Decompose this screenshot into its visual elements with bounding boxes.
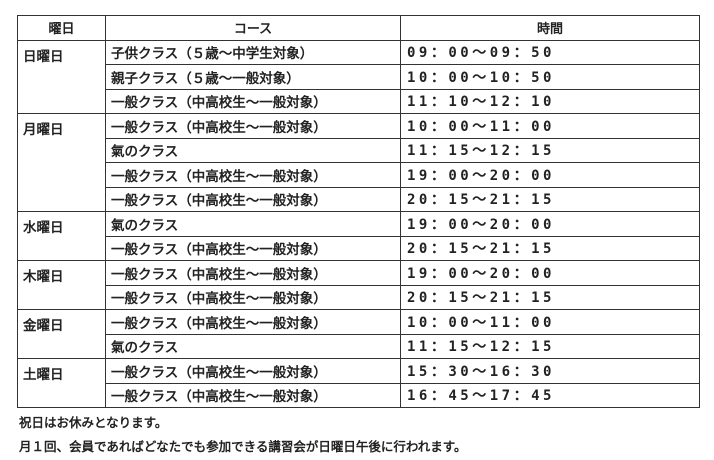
- course-cell: 子供クラス（５歳～中学生対象）: [105, 39, 401, 65]
- time-cell: 10：00～10：50: [400, 64, 700, 90]
- table-row: 金曜日 一般クラス（中高校生～一般対象） 10：00～11：00: [17, 309, 700, 359]
- course-cell: 一般クラス（中高校生～一般対象）: [105, 382, 401, 408]
- header-time: 時間: [400, 15, 700, 41]
- table-row: 一般クラス（中高校生～一般対象） 20：15～21：15: [18, 186, 700, 212]
- course-cell: 氣のクラス: [105, 137, 401, 163]
- table-row: 木曜日 一般クラス（中高校生～一般対象） 19：00～20：00: [17, 260, 700, 310]
- time-cell: 19：00～20：00: [400, 260, 700, 286]
- table-row: 一般クラス（中高校生～一般対象） 11：10～12：10: [18, 88, 700, 114]
- course-cell: 一般クラス（中高校生～一般対象）: [105, 162, 401, 188]
- day-cell: 土曜日: [17, 358, 106, 408]
- time-cell: 20：15～21：15: [400, 284, 700, 310]
- course-cell: 一般クラス（中高校生～一般対象）: [105, 88, 401, 114]
- table-row: 一般クラス（中高校生～一般対象） 16：45～17：45: [18, 382, 700, 408]
- time-cell: 19：00～20：00: [400, 162, 700, 188]
- schedule-table: 曜日 コース 時間 日曜日 子供クラス（５歳～中学生対象） 09：00～09：50 親…: [17, 15, 700, 408]
- table-row: 親子クラス（５歳～一般対象） 10：00～10：50: [18, 64, 700, 90]
- time-cell: 16：45～17：45: [400, 382, 700, 408]
- table-row: 水曜日 氣のクラス 19：00～20：00: [17, 211, 700, 261]
- course-cell: 氣のクラス: [105, 211, 401, 237]
- table-row: 一般クラス（中高校生～一般対象） 20：15～21：15: [18, 284, 700, 310]
- header-row: 曜日 コース 時間: [17, 15, 700, 41]
- course-cell: 氣のクラス: [105, 333, 401, 359]
- day-cell: 水曜日: [17, 211, 106, 261]
- table-row: 一般クラス（中高校生～一般対象） 20：15～21：15: [18, 235, 700, 261]
- day-cell: 日曜日: [17, 39, 106, 114]
- day-cell: 金曜日: [17, 309, 106, 359]
- header-course: コース: [105, 15, 401, 41]
- table-row: 日曜日 子供クラス（５歳～中学生対象） 09：00～09：50: [17, 39, 700, 114]
- time-cell: 11：10～12：10: [400, 88, 700, 114]
- course-cell: 一般クラス（中高校生～一般対象）: [105, 235, 401, 261]
- course-cell: 一般クラス（中高校生～一般対象）: [105, 284, 401, 310]
- time-cell: 20：15～21：15: [400, 186, 700, 212]
- table-row: 土曜日 一般クラス（中高校生～一般対象） 15：30～16：30: [17, 358, 700, 408]
- note-seminar: 月１回、会員であればどなたでも参加できる講習会が日曜日午後に行われます。: [19, 439, 467, 454]
- table-row: 一般クラス（中高校生～一般対象） 19：00～20：00: [18, 162, 700, 188]
- time-cell: 09：00～09：50: [400, 39, 700, 65]
- course-cell: 一般クラス（中高校生～一般対象）: [105, 358, 401, 384]
- course-cell: 一般クラス（中高校生～一般対象）: [105, 113, 401, 139]
- table-row: 月曜日 一般クラス（中高校生～一般対象） 10：00～11：00: [17, 113, 700, 212]
- time-cell: 15：30～16：30: [400, 358, 700, 384]
- table-row: 氣のクラス 11：15～12：15: [18, 333, 700, 359]
- course-cell: 一般クラス（中高校生～一般対象）: [105, 309, 401, 335]
- time-cell: 19：00～20：00: [400, 211, 700, 237]
- note-holidays: 祝日はお休みとなります。: [19, 415, 168, 430]
- course-cell: 一般クラス（中高校生～一般対象）: [105, 260, 401, 286]
- header-day: 曜日: [17, 15, 106, 41]
- time-cell: 11：15～12：15: [400, 137, 700, 163]
- time-cell: 10：00～11：00: [400, 309, 700, 335]
- day-cell: 木曜日: [17, 260, 106, 310]
- time-cell: 11：15～12：15: [400, 333, 700, 359]
- time-cell: 10：00～11：00: [400, 113, 700, 139]
- table-row: 氣のクラス 11：15～12：15: [18, 137, 700, 163]
- time-cell: 20：15～21：15: [400, 235, 700, 261]
- course-cell: 親子クラス（５歳～一般対象）: [105, 64, 401, 90]
- day-cell: 月曜日: [17, 113, 106, 212]
- course-cell: 一般クラス（中高校生～一般対象）: [105, 186, 401, 212]
